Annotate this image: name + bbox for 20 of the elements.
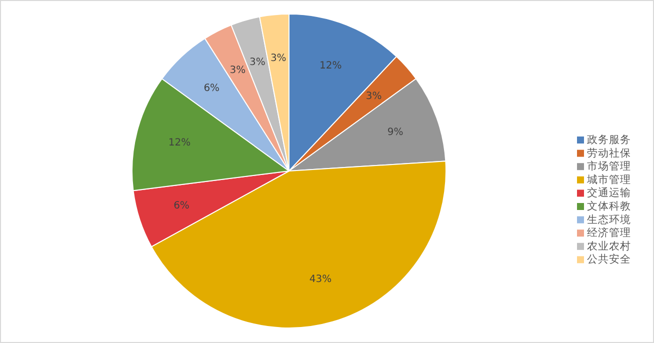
- data-label: 3%: [270, 52, 286, 64]
- legend-label: 公共安全: [587, 252, 631, 266]
- data-label: 12%: [319, 60, 342, 72]
- legend-label: 生态环境: [587, 212, 631, 226]
- legend-label: 城市管理: [586, 172, 631, 186]
- data-label: 3%: [366, 90, 382, 102]
- data-label: 3%: [230, 64, 246, 76]
- data-label: 43%: [309, 274, 332, 286]
- data-label: 6%: [174, 200, 190, 212]
- legend-label: 劳动社保: [587, 146, 631, 160]
- legend-label: 文体科教: [587, 200, 631, 212]
- legend-label: 经济管理: [587, 226, 631, 240]
- data-label: 12%: [168, 137, 191, 148]
- data-label: 6%: [204, 83, 220, 94]
- legend-label: 交通运输: [587, 186, 631, 200]
- data-label: 3%: [250, 56, 266, 68]
- legend-label: 农业农村: [587, 239, 631, 252]
- data-label: 9%: [387, 127, 404, 138]
- legend-label: 市场管理: [587, 160, 631, 173]
- legend-label: 政务服务: [587, 134, 631, 146]
